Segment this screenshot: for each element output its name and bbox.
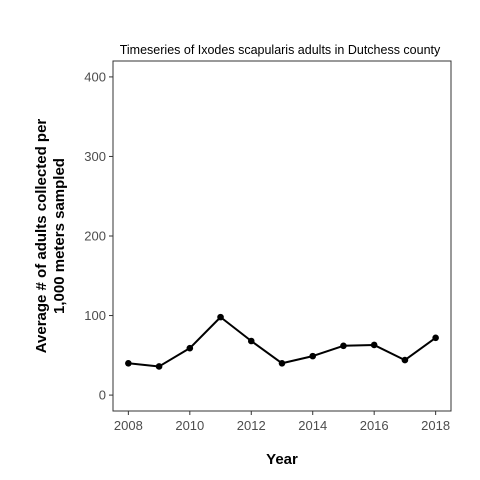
data-point	[432, 334, 439, 342]
x-tick-label: 2016	[360, 418, 389, 433]
y-tick-label: 200	[84, 229, 106, 244]
y-axis-title-line-2: 1,000 meters sampled	[51, 158, 68, 314]
data-point	[125, 359, 132, 367]
data-point	[401, 356, 409, 364]
x-axis-title: Year	[266, 451, 298, 468]
y-axis-title: Average # of adults collected per 1,000 …	[33, 119, 68, 354]
x-tick-label: 2008	[114, 418, 143, 433]
data-point	[278, 359, 286, 367]
y-tick-label: 100	[84, 308, 106, 323]
y-axis: 0 100 200 300 400	[84, 69, 113, 403]
chart-title: Timeseries of Ixodes scapularis adults i…	[120, 43, 441, 57]
series-layer	[125, 313, 439, 370]
data-point	[309, 352, 317, 360]
data-point	[247, 337, 255, 345]
data-point	[217, 313, 224, 321]
y-tick-label: 0	[99, 388, 106, 403]
y-tick-label: 400	[84, 69, 106, 84]
x-tick-label: 2012	[237, 418, 266, 433]
data-point	[370, 341, 378, 349]
y-tick-label: 300	[84, 149, 106, 164]
plot-panel	[112, 60, 452, 412]
x-tick-label: 2014	[298, 418, 327, 433]
x-tick-label: 2018	[421, 418, 450, 433]
data-point	[155, 363, 163, 370]
x-tick-label: 2010	[175, 418, 204, 433]
y-axis-title-line-1: Average # of adults collected per	[33, 119, 50, 354]
data-point	[186, 344, 194, 352]
data-point	[340, 342, 347, 350]
x-axis: 2008 2010 2012 2014 2016 2018	[114, 411, 450, 433]
